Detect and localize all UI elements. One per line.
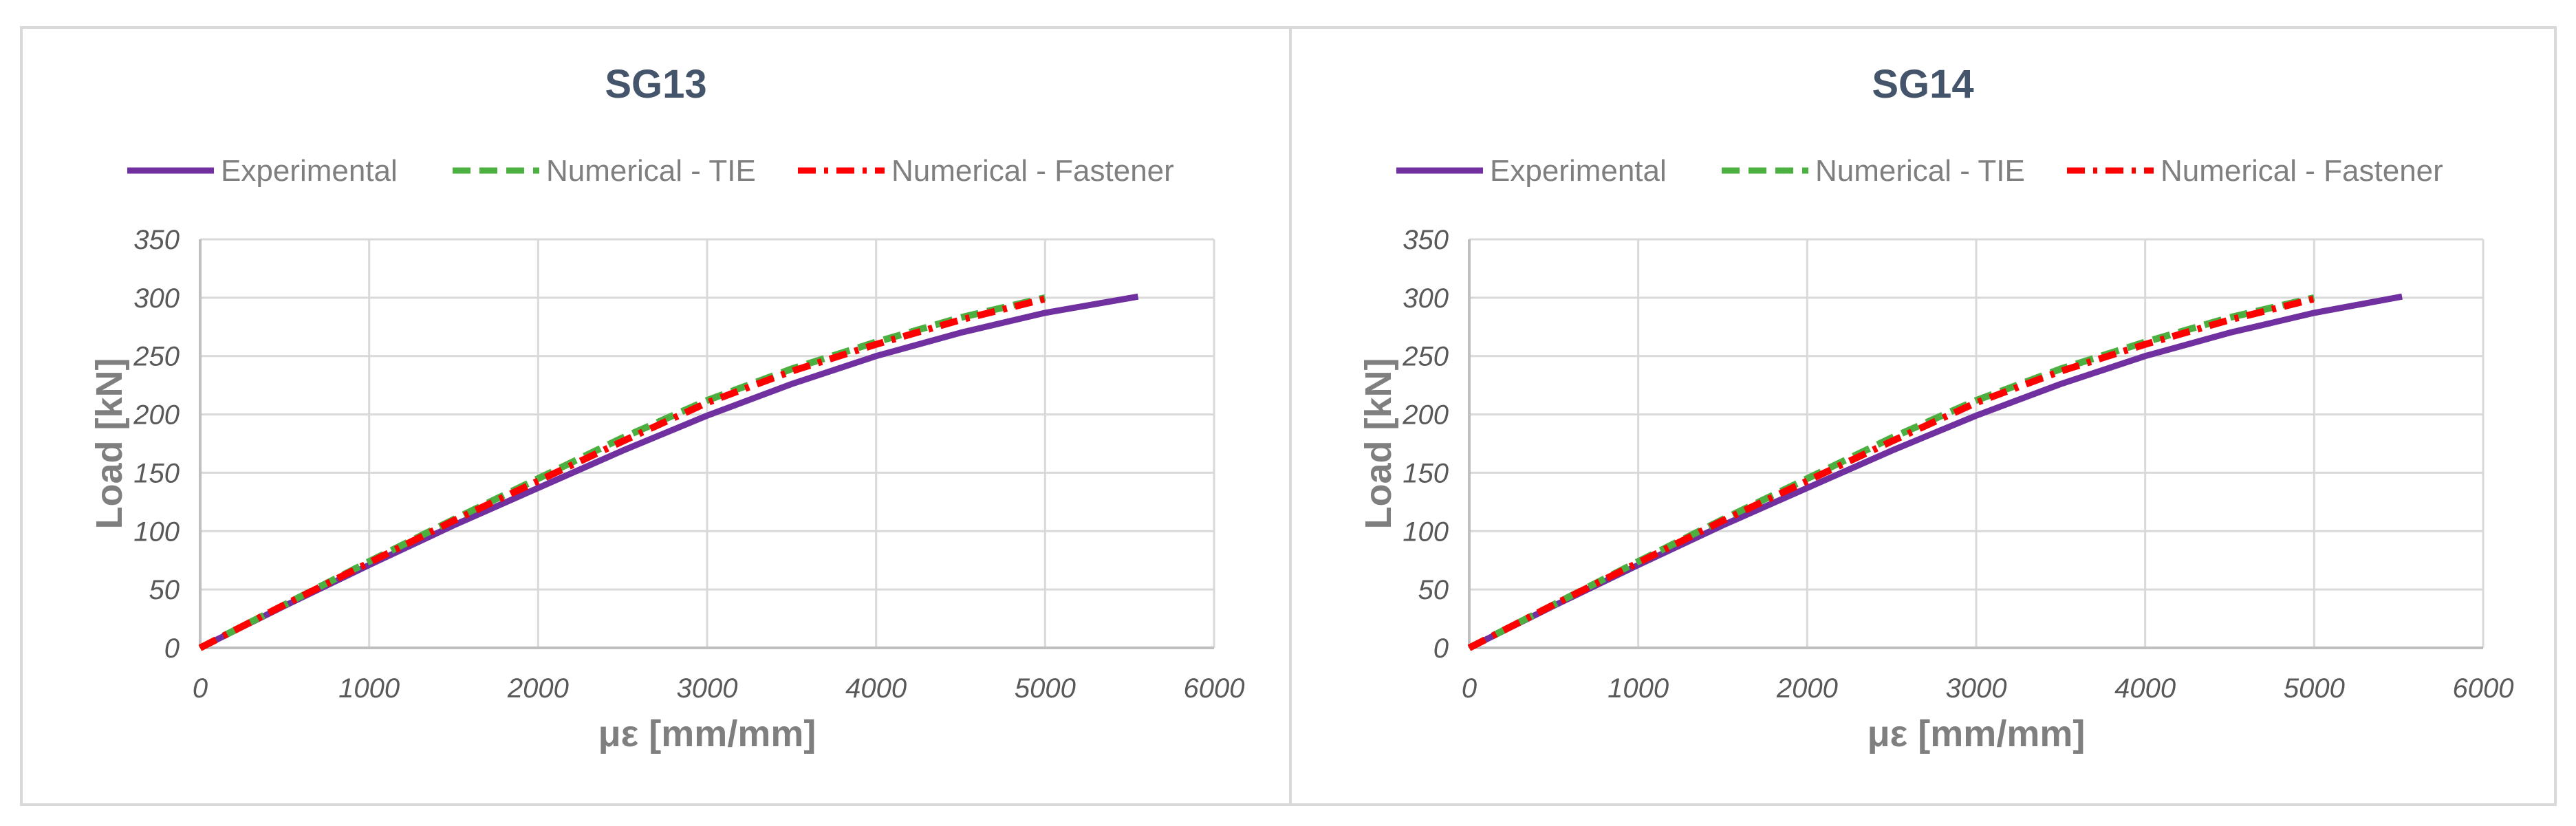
y-tick-label: 100 bbox=[133, 517, 180, 547]
x-tick-label: 1000 bbox=[338, 673, 400, 704]
x-tick-label: 3000 bbox=[1946, 673, 2007, 704]
y-tick-label: 100 bbox=[1403, 517, 1449, 547]
y-tick-label: 50 bbox=[1418, 575, 1449, 605]
y-tick-label: 350 bbox=[1403, 225, 1449, 255]
x-tick-label: 6000 bbox=[1184, 673, 1245, 704]
chart-sg13: SG13 Experimental Numerical - TIE Numerical… bbox=[89, 62, 1245, 754]
x-axis-title: με [mm/mm] bbox=[598, 713, 816, 754]
x-tick-label: 4000 bbox=[2114, 673, 2176, 704]
y-tick-label: 0 bbox=[1433, 633, 1449, 664]
x-tick-label: 0 bbox=[1462, 673, 1477, 704]
series-line-numerical-fastener-sg14 bbox=[1467, 295, 2315, 651]
legend-label-numerical-fastener: Numerical - Fastener bbox=[2161, 154, 2443, 188]
chart-title: SG14 bbox=[1872, 62, 1973, 107]
y-tick-label: 150 bbox=[1403, 458, 1449, 488]
x-axis-title: με [mm/mm] bbox=[1868, 713, 2086, 754]
legend-label-numerical-fastener: Numerical - Fastener bbox=[891, 154, 1174, 188]
y-tick-label: 200 bbox=[1402, 400, 1449, 431]
chart-sg14: SG14 Experimental Numerical - TIE Numerical… bbox=[1358, 62, 2514, 754]
chart-panel-sg14: SG14 Experimental Numerical - TIE Numerical… bbox=[1289, 26, 2557, 806]
y-axis-title: Load [kN] bbox=[89, 358, 130, 530]
legend-label-experimental: Experimental bbox=[1490, 154, 1667, 188]
x-tick-label: 1000 bbox=[1608, 673, 1669, 704]
chart-title: SG13 bbox=[605, 62, 706, 107]
x-tick-label: 4000 bbox=[845, 673, 907, 704]
y-tick-label: 350 bbox=[133, 225, 180, 255]
x-tick-label: 3000 bbox=[677, 673, 738, 704]
y-tick-label: 150 bbox=[133, 458, 180, 488]
legend-label-numerical-tie: Numerical - TIE bbox=[1815, 154, 2025, 188]
legend-label-numerical-tie: Numerical - TIE bbox=[546, 154, 756, 188]
y-tick-label: 200 bbox=[133, 400, 180, 431]
x-tick-label: 6000 bbox=[2453, 673, 2514, 704]
y-tick-label: 50 bbox=[149, 575, 180, 605]
y-tick-label: 250 bbox=[133, 342, 180, 372]
x-tick-label: 5000 bbox=[2284, 673, 2345, 704]
y-tick-label: 300 bbox=[1403, 283, 1449, 314]
x-tick-label: 2000 bbox=[507, 673, 569, 704]
chart-panel-sg13: SG13 Experimental Numerical - TIE Numerical… bbox=[20, 26, 1292, 806]
x-tick-label: 5000 bbox=[1015, 673, 1076, 704]
series-line-numerical-fastener-sg13 bbox=[198, 295, 1046, 651]
y-tick-label: 300 bbox=[133, 283, 180, 314]
legend-label-experimental: Experimental bbox=[221, 154, 398, 188]
y-axis-title: Load [kN] bbox=[1358, 358, 1399, 530]
y-tick-label: 0 bbox=[164, 633, 180, 664]
x-tick-label: 0 bbox=[193, 673, 208, 704]
y-tick-label: 250 bbox=[1402, 342, 1449, 372]
x-tick-label: 2000 bbox=[1776, 673, 1838, 704]
